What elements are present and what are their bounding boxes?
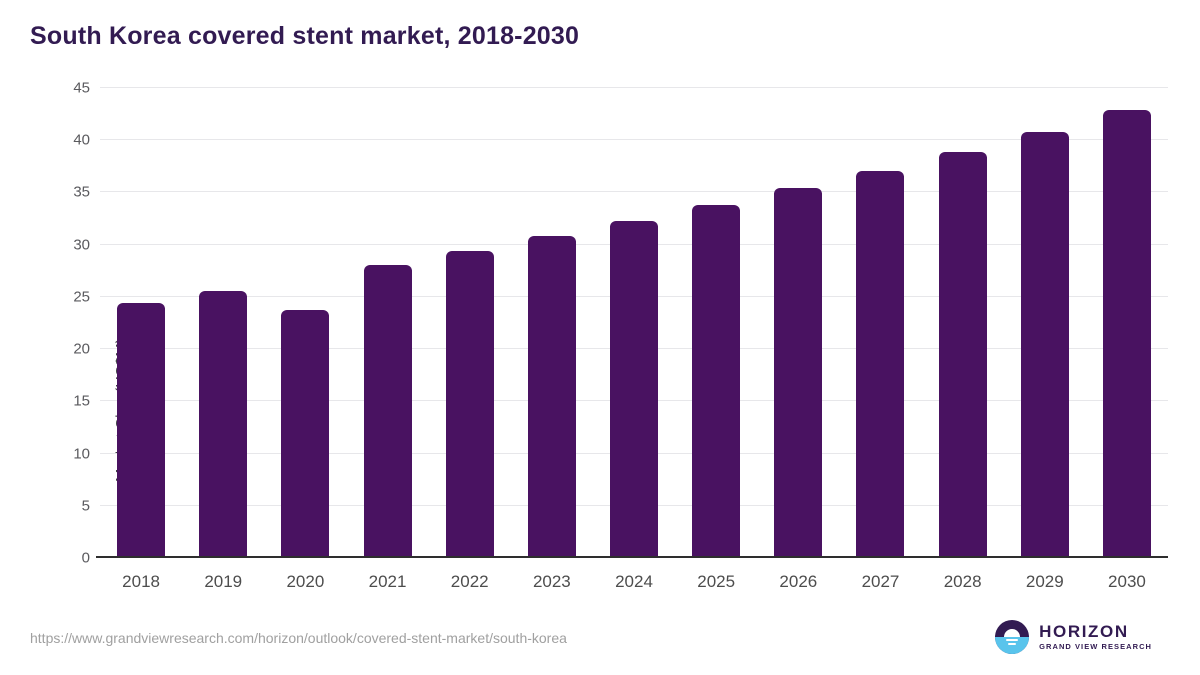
x-axis-line: [96, 556, 1168, 558]
horizon-logo: HORIZON GRAND VIEW RESEARCH: [995, 620, 1152, 654]
bar-2023: [527, 236, 576, 558]
bar-slot: [100, 88, 182, 558]
logo-subtitle: GRAND VIEW RESEARCH: [1039, 642, 1152, 652]
x-axis-label: 2023: [532, 572, 571, 591]
bar-2025: [692, 204, 741, 558]
x-axis-label: 2019: [204, 572, 243, 591]
source-url: https://www.grandviewresearch.com/horizo…: [30, 630, 567, 646]
bar-2028: [938, 151, 987, 558]
x-axis-label: 2018: [122, 572, 160, 591]
gridline: [100, 139, 1168, 141]
x-axis-label: 2028: [943, 572, 982, 591]
bar-2020: [281, 310, 330, 558]
x-axis-label: 2029: [1025, 572, 1064, 591]
bar-slot: [675, 88, 757, 558]
bar-slot: [1086, 88, 1168, 558]
logo-text: HORIZON GRAND VIEW RESEARCH: [1039, 623, 1152, 651]
chart-title: South Korea covered stent market, 2018-2…: [30, 22, 580, 50]
bar-2022: [445, 250, 494, 558]
bar-2030: [1102, 109, 1151, 558]
bar-slot: [264, 88, 346, 558]
x-axis-label: 2027: [861, 572, 900, 591]
bar-slot: [593, 88, 675, 558]
x-axis-label: 2030: [1108, 572, 1146, 591]
reflection-dash: [1008, 643, 1017, 645]
bar-2029: [1020, 131, 1069, 558]
bar-slot: [429, 88, 511, 558]
logo-title: HORIZON: [1039, 622, 1129, 642]
y-tick-label: 25: [73, 288, 90, 306]
x-axis-labels: 2018 2019 2020 2021 2022 2023 2024 2025 2026 2027…: [100, 572, 1168, 592]
x-axis-label: 2026: [779, 572, 818, 591]
y-tick-label: 35: [73, 183, 90, 201]
gridline: [100, 191, 1168, 193]
x-axis-label: 2024: [615, 572, 653, 591]
bar-2018: [117, 303, 166, 558]
y-axis-ticks: 0 5 10 15 20 25 30 35 40 45: [30, 80, 90, 567]
gridline: [100, 87, 1168, 88]
y-tick-label: 10: [73, 445, 90, 463]
y-tick-label: 15: [73, 392, 90, 410]
reflection-dash: [1006, 639, 1019, 641]
x-axis-label: 2022: [450, 572, 489, 591]
y-tick-label: 0: [81, 549, 90, 567]
bar-slot: [182, 88, 264, 558]
bars-container: [100, 88, 1168, 558]
y-tick-label: 30: [73, 236, 90, 254]
sea-shape: [995, 637, 1030, 654]
bar-slot: [511, 88, 593, 558]
x-axis-label: 2021: [368, 572, 407, 591]
bar-2019: [199, 290, 248, 558]
bar-slot: [922, 88, 1004, 558]
bar-2024: [610, 220, 659, 558]
bar-slot: [1004, 88, 1086, 558]
bar-slot: [346, 88, 428, 558]
bar-slot: [757, 88, 839, 558]
y-tick-label: 20: [73, 340, 90, 358]
bar-2026: [774, 188, 823, 558]
plot-area: Market Size (US$M): [96, 87, 1168, 558]
y-tick-label: 40: [73, 131, 90, 149]
x-axis-label: 2020: [286, 572, 325, 591]
y-tick-label: 45: [73, 79, 90, 97]
bar-2027: [856, 170, 905, 558]
bar-2021: [363, 264, 412, 558]
bar-slot: [839, 88, 921, 558]
x-axis-label: 2025: [697, 572, 736, 591]
horizon-sun-icon: [995, 620, 1030, 654]
y-tick-label: 5: [81, 497, 90, 515]
